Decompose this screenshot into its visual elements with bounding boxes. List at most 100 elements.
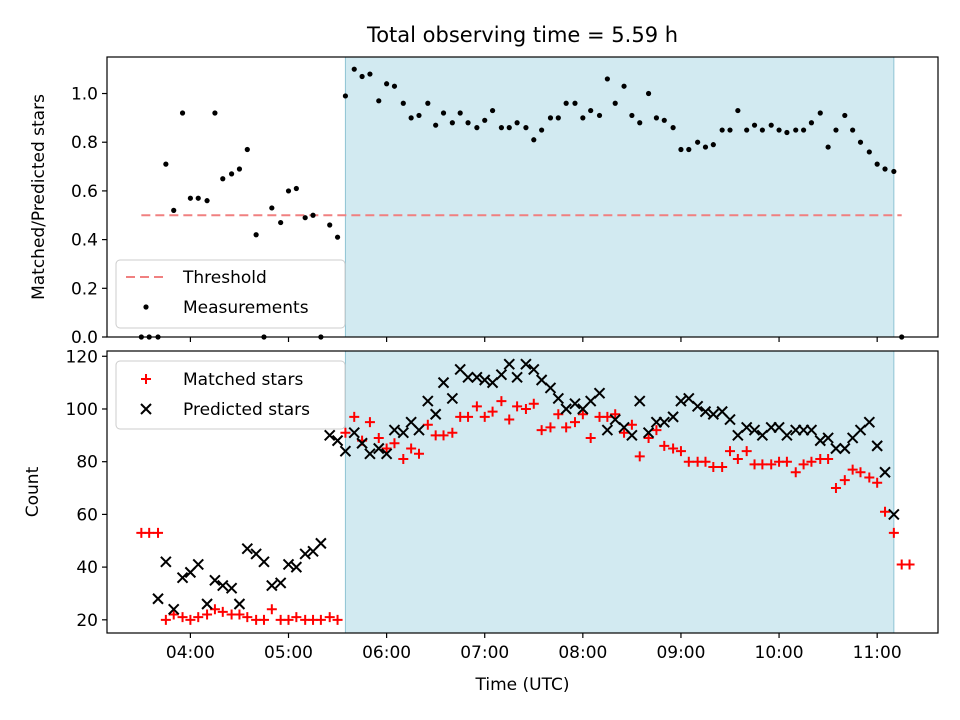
predicted-star-point (667, 411, 679, 423)
measurement-point (588, 107, 594, 114)
measurement-point (229, 171, 235, 177)
count-y-tick-label: 20 (76, 611, 98, 631)
measurement-point (391, 83, 398, 89)
matched-star-point (790, 467, 801, 478)
measurement-point (269, 205, 275, 211)
matched-star-point (781, 456, 792, 467)
predicted-star-point (535, 374, 548, 386)
matched-star-point (463, 411, 474, 422)
measurement-point (695, 139, 701, 145)
measurement-point (874, 161, 880, 167)
matched-star-point (520, 403, 531, 414)
measurement-point (727, 127, 733, 133)
matched-star-point (880, 506, 891, 517)
measurement-point (244, 146, 250, 153)
time-x-tick-label: 07:00 (460, 643, 509, 663)
matched-star-point (872, 477, 883, 488)
matched-star-point (234, 609, 245, 620)
predicted-star-point (503, 358, 515, 370)
measurement-point (661, 117, 667, 123)
measurement-point (457, 110, 463, 116)
predicted-star-point (348, 426, 360, 439)
matched-star-point (364, 417, 375, 428)
predicted-star-point (528, 363, 540, 376)
measurement-point (384, 81, 390, 87)
predicted-star-point (486, 376, 499, 389)
predicted-star-point (209, 574, 221, 586)
predicted-star-point (192, 558, 204, 571)
measurement-point (784, 129, 790, 136)
matched-star-point (888, 527, 899, 538)
matched-star-point (324, 612, 335, 623)
matched-star-point (177, 612, 188, 623)
matched-star-point (700, 456, 711, 467)
time-x-tick-label: 08:00 (558, 643, 607, 663)
predicted-star-point (626, 429, 638, 442)
matched-star-point (610, 409, 621, 420)
predicted-star-point (658, 416, 670, 428)
matched-star-point (479, 411, 490, 422)
measurement-point (163, 161, 169, 167)
ratio-legend: Threshold Measurements (115, 259, 346, 329)
predicted-star-point (642, 426, 655, 439)
matched-star-point (168, 609, 179, 620)
measurement-point (416, 112, 422, 119)
time-x-tick-label: 04:00 (166, 643, 215, 663)
matched-star-point (258, 614, 269, 625)
predicted-star-point (609, 413, 621, 426)
predicted-star-point (707, 408, 720, 420)
predicted-star-point (756, 429, 769, 442)
predicted-star-point (299, 548, 311, 560)
chart-title: Total observing time = 5.59 h (366, 23, 678, 47)
predicted-star-point (724, 413, 736, 426)
predicted-star-point (437, 376, 450, 389)
measurements-legend-label: Measurements (183, 298, 309, 318)
matched-star-point (855, 467, 866, 478)
predicted-star-point (266, 579, 278, 592)
measurement-point (482, 117, 488, 123)
measurement-point (253, 232, 259, 238)
measurement-point (334, 234, 341, 240)
predicted-star-point (879, 466, 891, 478)
matched-legend-swatch (141, 374, 151, 384)
predicted-star-point (593, 387, 606, 399)
measurement-point (187, 195, 193, 201)
matched-star-point (823, 454, 834, 465)
predicted-star-point (748, 424, 761, 436)
matched-star-point (160, 614, 171, 625)
matched-star-point (193, 612, 204, 623)
ratio-y-tick-label: 0.2 (71, 279, 98, 299)
predicted-legend-label: Predicted stars (183, 400, 310, 420)
predicted-star-point (699, 405, 712, 418)
matched-star-point (528, 398, 539, 409)
matched-star-point (447, 427, 458, 438)
predicted-star-point (560, 403, 572, 415)
ratio-panel: 0.0 0.2 0.4 0.6 0.8 1.0 (71, 56, 939, 348)
measurement-point (302, 215, 308, 221)
predicted-star-point (830, 442, 842, 455)
matched-star-point (668, 443, 679, 454)
measurement-point (278, 219, 284, 226)
predicted-star-point (282, 558, 295, 571)
count-legend: Matched stars Predicted stars (115, 360, 346, 430)
matched-star-point (536, 425, 547, 436)
count-panel-frame (106, 350, 939, 634)
matched-star-point (389, 438, 400, 449)
predicted-star-point (732, 429, 744, 442)
matched-star-point (487, 406, 498, 417)
predicted-star-point (691, 400, 704, 413)
matched-star-point (496, 396, 507, 407)
predicted-star-point (152, 593, 164, 605)
matched-star-point (766, 459, 777, 470)
matched-star-point (569, 417, 580, 428)
measurement-point (604, 76, 610, 82)
predicted-star-point (569, 398, 581, 410)
measurement-point (857, 139, 864, 145)
measurement-point (204, 198, 210, 204)
matched-star-point (266, 604, 277, 615)
predicted-star-point (495, 369, 508, 381)
predicted-star-point (781, 429, 793, 442)
ratio-y-tick-label: 0.6 (71, 182, 98, 202)
predicted-star-point (324, 429, 336, 442)
matched-star-point (202, 609, 213, 620)
